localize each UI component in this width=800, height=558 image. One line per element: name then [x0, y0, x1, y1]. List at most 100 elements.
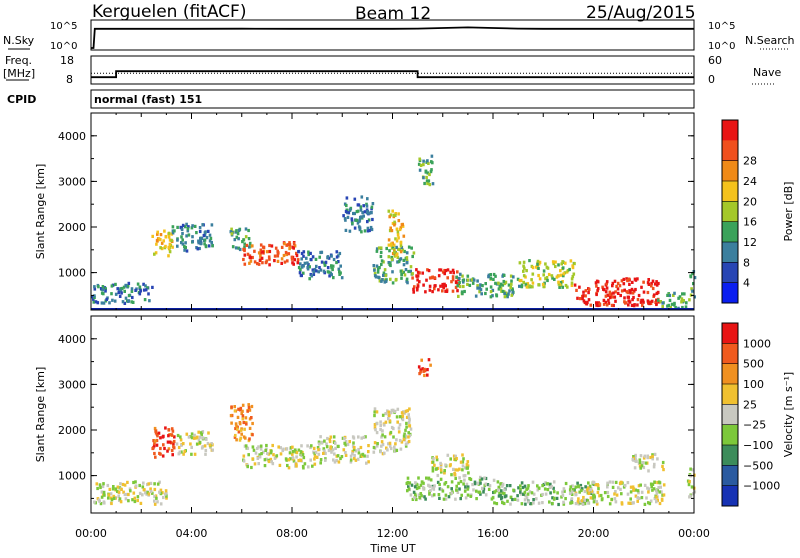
velocity-region-2-cell	[239, 428, 243, 432]
velocity-region-0-cell	[154, 439, 157, 443]
power-region-6-cell	[402, 263, 406, 267]
power-region-13-cell	[680, 297, 684, 301]
power-region-5-cell	[359, 208, 363, 212]
velocity-region-11-cell	[164, 489, 168, 493]
velocity-region-5-cell	[379, 420, 382, 424]
power-region-3-cell	[251, 244, 254, 248]
velocity-region-8-cell	[431, 469, 435, 473]
power-region-11-cell	[520, 285, 524, 289]
power-region-4-cell	[299, 268, 302, 272]
velocity-region-10-cell	[652, 487, 656, 491]
time-axis-tick-label: 08:00	[276, 527, 308, 540]
velocity-region-9-cell	[548, 485, 552, 489]
velocity-region-3-cell	[269, 451, 273, 455]
velocity-region-9-cell	[525, 496, 529, 500]
velocity-region-11-cell	[127, 492, 130, 497]
velocity-region-9-cell	[501, 484, 504, 488]
velocity-region-11-cell	[141, 485, 145, 489]
power-region-12-cell	[614, 290, 617, 294]
velocity-region-10-cell	[661, 493, 664, 497]
power-region-11-cell	[559, 269, 562, 273]
velocity-region-2-cell	[247, 403, 250, 407]
power-region-9-cell	[418, 157, 421, 161]
nave-label: Nave	[753, 66, 781, 79]
power-region-12-cell	[598, 302, 602, 306]
power-region-10-cell	[509, 274, 513, 278]
velocity-region-7-cell	[419, 492, 423, 496]
velocity-colorbar-segment	[722, 404, 738, 425]
power-region-6-cell	[377, 246, 381, 250]
velocity-region-12-cell	[633, 466, 637, 470]
power-region-11-cell	[542, 273, 545, 277]
velocity-region-3-cell	[246, 465, 249, 469]
power-region-12-cell	[646, 281, 650, 285]
velocity-region-11-cell	[149, 489, 153, 494]
velocity-region-9-cell	[523, 484, 527, 488]
power-region-12-cell	[655, 291, 659, 295]
velocity-region-5-cell	[403, 432, 406, 436]
cpid-label: CPID	[7, 93, 36, 106]
power-region-10-cell	[503, 295, 507, 299]
velocity-region-3-cell	[310, 444, 313, 448]
velocity-region-7-cell	[456, 490, 460, 494]
power-region-13-cell	[666, 304, 669, 308]
velocity-region-5-cell	[380, 444, 383, 448]
velocity-region-10-cell	[592, 500, 596, 504]
velocity-region-11-cell	[165, 496, 168, 500]
power-region-6-cell	[405, 256, 409, 260]
velocity-region-3-cell	[264, 448, 267, 452]
velocity-region-3-cell	[242, 454, 246, 458]
velocity-region-4-cell	[322, 447, 326, 451]
velocity-region-8-cell	[465, 466, 469, 470]
velocity-region-11-cell	[142, 488, 146, 492]
power-region-10-cell	[492, 277, 495, 281]
power-region-12-cell	[615, 284, 618, 288]
velocity-region-3-cell	[309, 458, 312, 462]
velocity-region-12-cell	[634, 457, 637, 461]
velocity-region-10-cell	[649, 499, 653, 503]
power-region-10-cell	[489, 273, 492, 277]
velocity-region-4-cell	[334, 441, 337, 445]
power-region-0-cell	[159, 246, 162, 250]
power-region-4-cell	[330, 273, 333, 277]
power-region-2-cell	[235, 229, 238, 233]
power-region-8-cell	[454, 285, 458, 289]
velocity-region-1-cell	[197, 430, 200, 434]
velocity-region-9-cell	[495, 502, 499, 506]
velocity-region-10-cell	[657, 480, 661, 484]
power-region-1-cell	[185, 249, 189, 253]
velocity-region-10-cell	[603, 491, 607, 495]
velocity-region-8-cell	[461, 464, 465, 468]
power-region-7-cell	[389, 213, 393, 217]
velocity-region-3-cell	[301, 453, 305, 457]
power-region-8-cell	[443, 272, 446, 276]
velocity-region-5-cell	[389, 446, 393, 451]
velocity-region-12-cell	[651, 457, 654, 461]
velocity-region-8-cell	[453, 473, 457, 477]
power-region-12-cell	[594, 281, 598, 285]
power-region-14-cell	[101, 288, 105, 292]
velocity-region-5-cell	[409, 427, 413, 431]
power-ylabel: Slant Range [km]	[34, 164, 47, 260]
power-region-11-cell	[538, 277, 542, 281]
velocity-region-11-cell	[132, 480, 135, 485]
power-ytick-label: 1000	[58, 267, 86, 280]
velocity-region-11-cell	[136, 495, 140, 499]
velocity-region-9-cell	[493, 490, 497, 494]
velocity-region-1-cell	[207, 431, 210, 435]
power-region-5-cell	[350, 219, 354, 223]
power-region-1-cell	[180, 227, 184, 231]
velocity-region-3-cell	[295, 464, 298, 468]
velocity-region-4-cell	[319, 458, 323, 462]
velocity-region-9-cell	[577, 502, 581, 506]
velocity-region-7-cell	[432, 493, 436, 497]
velocity-region-3-cell	[303, 462, 307, 466]
power-region-3-cell	[246, 252, 250, 256]
velocity-region-3-cell	[258, 455, 262, 459]
power-region-8-cell	[418, 280, 421, 284]
power-region-10-cell	[479, 283, 482, 287]
velocity-region-10-cell	[662, 493, 666, 497]
power-region-12-cell	[629, 289, 632, 293]
